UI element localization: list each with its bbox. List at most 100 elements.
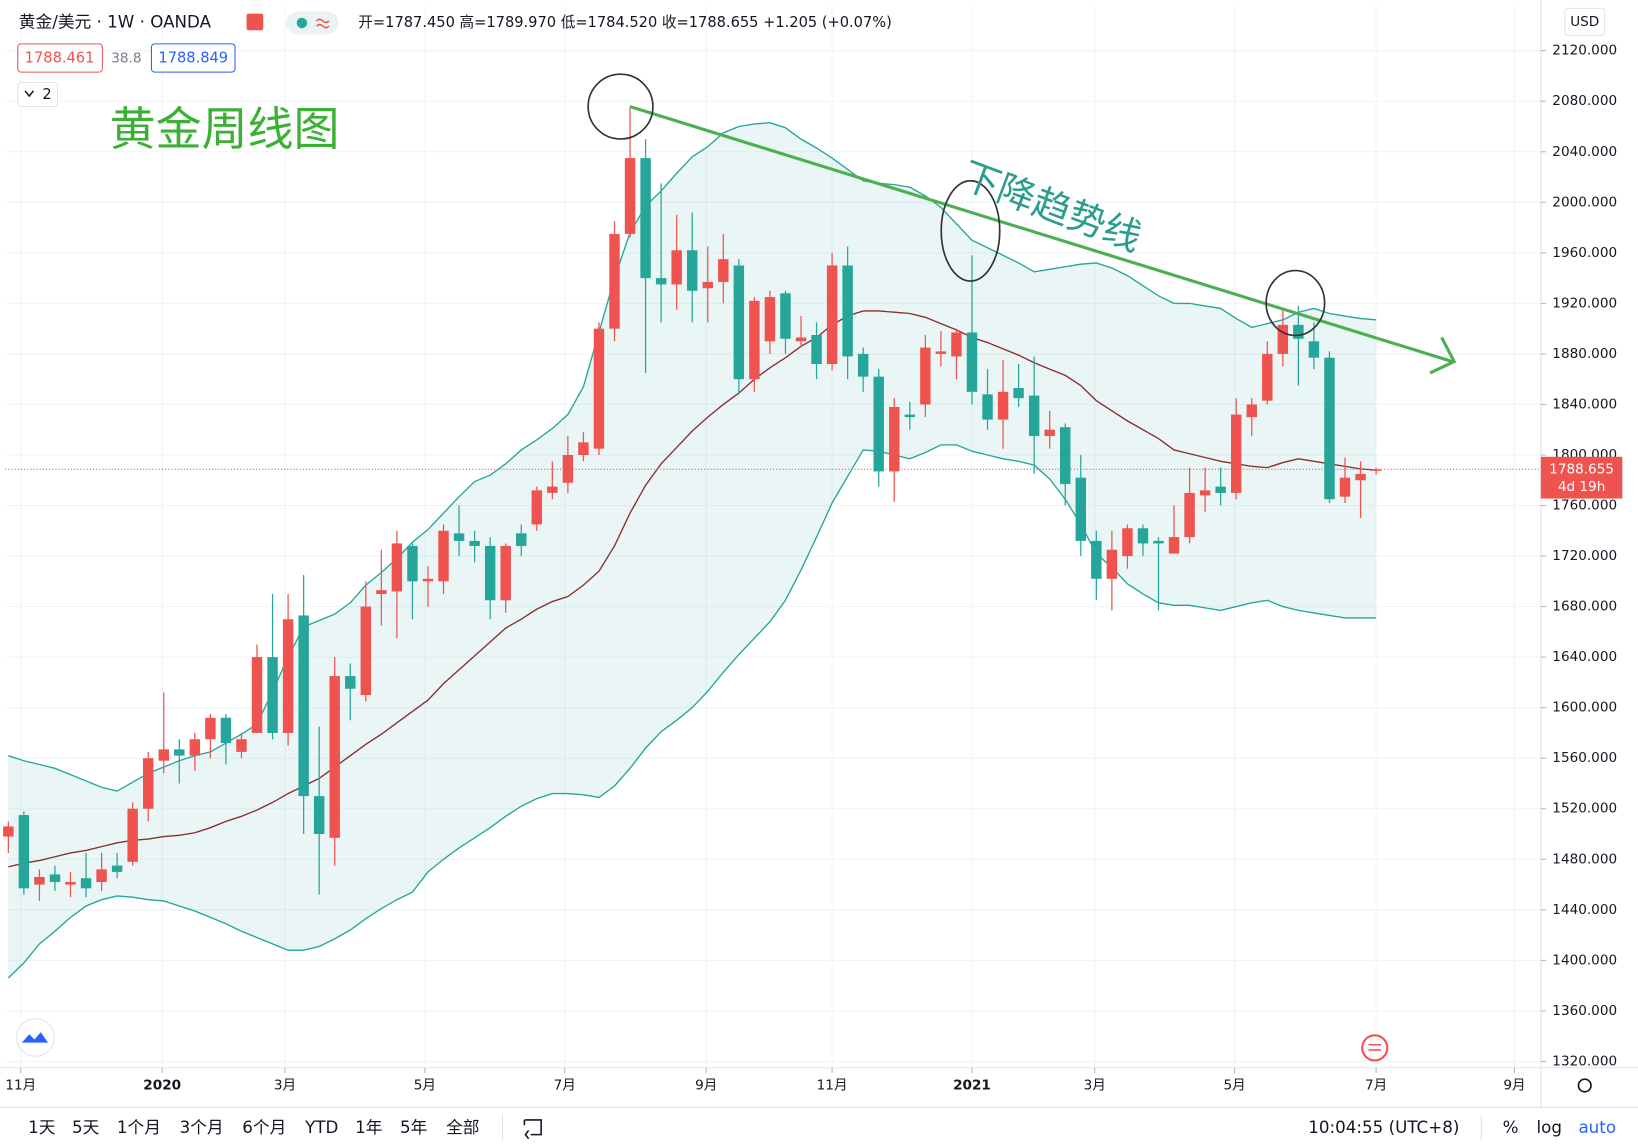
- candle-body: [1137, 528, 1149, 544]
- last-price: 1788.655: [1549, 461, 1614, 477]
- ask-price: 1788.849: [158, 50, 228, 67]
- status-pill[interactable]: [286, 11, 339, 35]
- candle-body: [360, 606, 372, 696]
- candle-body: [1199, 490, 1211, 496]
- candle-body: [282, 619, 294, 733]
- replay-icon[interactable]: [523, 1119, 542, 1140]
- y-tick-label: 1880.000: [1552, 346, 1617, 362]
- candle-body: [1075, 477, 1087, 541]
- candle-body: [469, 540, 480, 546]
- clock: 10:04:55 (UTC+8): [1308, 1117, 1459, 1137]
- logo-mark: [21, 1032, 49, 1043]
- y-tick-label: 1840.000: [1552, 396, 1617, 412]
- candle-body: [484, 545, 496, 601]
- axes: 1320.000 1360.000 1400.000 1440.000 1480.000…: [5, 43, 1617, 1094]
- auto-toggle[interactable]: auto: [1578, 1117, 1616, 1137]
- x-tick-label: 7月: [1365, 1077, 1387, 1093]
- candle-body: [1013, 388, 1024, 399]
- candle-body: [1168, 537, 1180, 554]
- candle-body: [96, 869, 107, 883]
- x-tick-label: 3月: [274, 1077, 296, 1093]
- y-tick-label: 2040.000: [1552, 144, 1617, 160]
- candle-body: [345, 676, 356, 689]
- candle-body: [453, 533, 465, 541]
- candle-body: [593, 328, 605, 449]
- logo[interactable]: [16, 1018, 55, 1057]
- candle-body: [951, 332, 962, 357]
- range-button[interactable]: YTD: [304, 1117, 338, 1137]
- candle-body: [1262, 353, 1273, 401]
- candle-body: [407, 545, 418, 582]
- candle-body: [873, 376, 884, 472]
- candle-body: [1060, 427, 1071, 485]
- candle-body: [1277, 324, 1289, 354]
- candle-body: [795, 337, 807, 342]
- highlight-circle: [587, 73, 654, 140]
- candle-body: [376, 590, 387, 594]
- spread: 38.8: [111, 51, 141, 67]
- candle-body: [516, 533, 527, 546]
- candle-body: [1230, 414, 1242, 493]
- candle-body: [904, 414, 916, 418]
- x-tick-label: 9月: [1503, 1077, 1525, 1093]
- bid-price: 1788.461: [25, 50, 95, 67]
- candle-body: [1044, 429, 1055, 437]
- candle-body: [811, 334, 822, 365]
- range-button[interactable]: 全部: [446, 1117, 479, 1137]
- candle-body: [826, 265, 838, 365]
- last-price-box: 1788.655 4d 19h: [1540, 456, 1623, 499]
- candle-body: [609, 233, 620, 329]
- range-button[interactable]: 5天: [72, 1117, 100, 1137]
- percent-toggle[interactable]: %: [1503, 1117, 1519, 1137]
- range-button[interactable]: 6个月: [242, 1117, 286, 1137]
- y-tick-label: 1480.000: [1552, 851, 1617, 867]
- candle-body: [842, 265, 853, 357]
- currency-button[interactable]: [1564, 7, 1606, 37]
- candle-body: [1028, 395, 1040, 437]
- range-button[interactable]: 1个月: [117, 1117, 161, 1137]
- candle-body: [80, 878, 92, 889]
- y-tick-label: 1320.000: [1552, 1053, 1617, 1069]
- highlight-circle: [1265, 269, 1326, 337]
- bid-box[interactable]: [17, 43, 103, 73]
- candle-body: [142, 758, 154, 809]
- candle-body: [966, 332, 978, 392]
- y-tick-label: 1920.000: [1552, 295, 1617, 311]
- candle-body: [298, 615, 309, 797]
- range-button[interactable]: 1年: [355, 1117, 382, 1137]
- settings-icon[interactable]: [1577, 1078, 1592, 1093]
- candle-body: [1215, 486, 1226, 493]
- range-button[interactable]: 3个月: [180, 1117, 224, 1137]
- y-tick-label: 1360.000: [1552, 1003, 1617, 1019]
- candle-body: [1370, 469, 1382, 471]
- indicators-count: 2: [42, 86, 51, 103]
- candle-body: [749, 300, 760, 380]
- highlight-circle: [940, 179, 1001, 282]
- range-button[interactable]: 5年: [400, 1117, 427, 1137]
- events-icon[interactable]: [1361, 1034, 1389, 1062]
- candle-body: [65, 882, 76, 885]
- ask-box[interactable]: [150, 43, 236, 73]
- candle-body: [655, 278, 667, 285]
- candle-body: [438, 530, 449, 582]
- candle-body: [1324, 357, 1335, 500]
- candle-body: [1106, 549, 1118, 579]
- candle-body: [935, 351, 947, 354]
- candle-body: [49, 874, 61, 883]
- last-price-bg: [1540, 456, 1623, 499]
- exchange-icon[interactable]: [246, 13, 264, 31]
- band-upper: [8, 122, 1377, 792]
- y-tick-label: 1720.000: [1552, 548, 1617, 564]
- y-tick-label: 1640.000: [1552, 649, 1617, 665]
- log-toggle[interactable]: log: [1536, 1117, 1561, 1137]
- candle-body: [174, 749, 185, 756]
- x-tick-label: 5月: [414, 1077, 436, 1093]
- candle-body: [857, 353, 869, 377]
- candle-body: [111, 865, 123, 872]
- range-button[interactable]: 1天: [28, 1117, 56, 1137]
- indicators-toggle[interactable]: [17, 82, 58, 108]
- y-tick-label: 1680.000: [1552, 599, 1617, 615]
- ohlc-values: 开=1787.450 高=1789.970 低=1784.520 收=1788.…: [358, 14, 892, 31]
- plot: [3, 107, 1541, 979]
- y-tick-label: 1400.000: [1552, 952, 1617, 968]
